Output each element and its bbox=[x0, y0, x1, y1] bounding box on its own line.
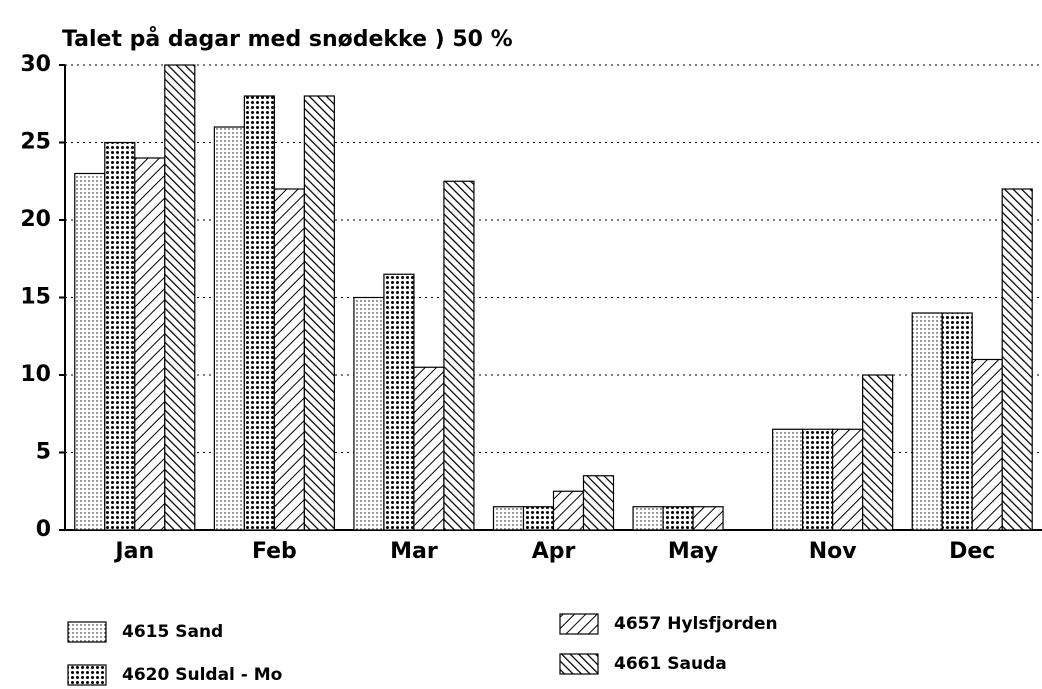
bar bbox=[1001, 188, 1033, 531]
bar bbox=[443, 180, 475, 531]
x-tick-label: Apr bbox=[532, 539, 576, 564]
x-tick-label: Jan bbox=[113, 539, 154, 564]
bar bbox=[492, 506, 525, 531]
bar bbox=[383, 273, 415, 531]
bar bbox=[632, 506, 664, 531]
x-tick-label: Dec bbox=[949, 539, 995, 564]
x-tick-label: Mar bbox=[390, 539, 438, 564]
bar bbox=[104, 141, 136, 531]
bar bbox=[74, 172, 106, 531]
bar bbox=[134, 157, 166, 531]
legend-swatch bbox=[67, 621, 107, 643]
bar bbox=[582, 475, 615, 531]
bar bbox=[941, 312, 973, 531]
y-tick-label: 15 bbox=[20, 285, 51, 310]
bar bbox=[353, 296, 385, 531]
bar bbox=[971, 358, 1003, 531]
bar bbox=[692, 506, 724, 531]
bar bbox=[832, 428, 864, 531]
y-tick-label: 30 bbox=[20, 52, 51, 77]
x-tick-label: Feb bbox=[252, 539, 297, 564]
legend-label: 4661 Sauda bbox=[614, 654, 727, 674]
bar bbox=[213, 126, 245, 531]
legend-swatch bbox=[559, 653, 599, 675]
bar bbox=[662, 506, 694, 531]
x-tick-label: Nov bbox=[809, 539, 858, 564]
bar bbox=[802, 428, 834, 531]
bar bbox=[772, 428, 804, 531]
y-tick-label: 5 bbox=[36, 440, 51, 465]
legend-label: 4620 Suldal - Mo bbox=[122, 665, 282, 685]
bar bbox=[552, 490, 585, 531]
legend-label: 4657 Hylsfjorden bbox=[614, 614, 778, 634]
bar bbox=[243, 95, 275, 531]
bar bbox=[273, 188, 305, 531]
y-tick-label: 0 bbox=[36, 517, 51, 542]
bar bbox=[911, 312, 943, 531]
bar bbox=[522, 506, 555, 531]
bar bbox=[164, 64, 196, 531]
legend-swatch bbox=[559, 613, 599, 635]
y-tick-label: 10 bbox=[20, 362, 51, 387]
chart-title: Talet på dagar med snødekke ) 50 % bbox=[62, 26, 513, 52]
y-tick-label: 25 bbox=[20, 130, 51, 155]
legend-swatch bbox=[67, 664, 107, 686]
x-tick-label: May bbox=[668, 539, 718, 564]
bar bbox=[413, 366, 445, 531]
bar bbox=[303, 95, 335, 531]
legend-label: 4615 Sand bbox=[122, 622, 223, 642]
bar bbox=[862, 374, 894, 531]
y-tick-label: 20 bbox=[20, 207, 51, 232]
